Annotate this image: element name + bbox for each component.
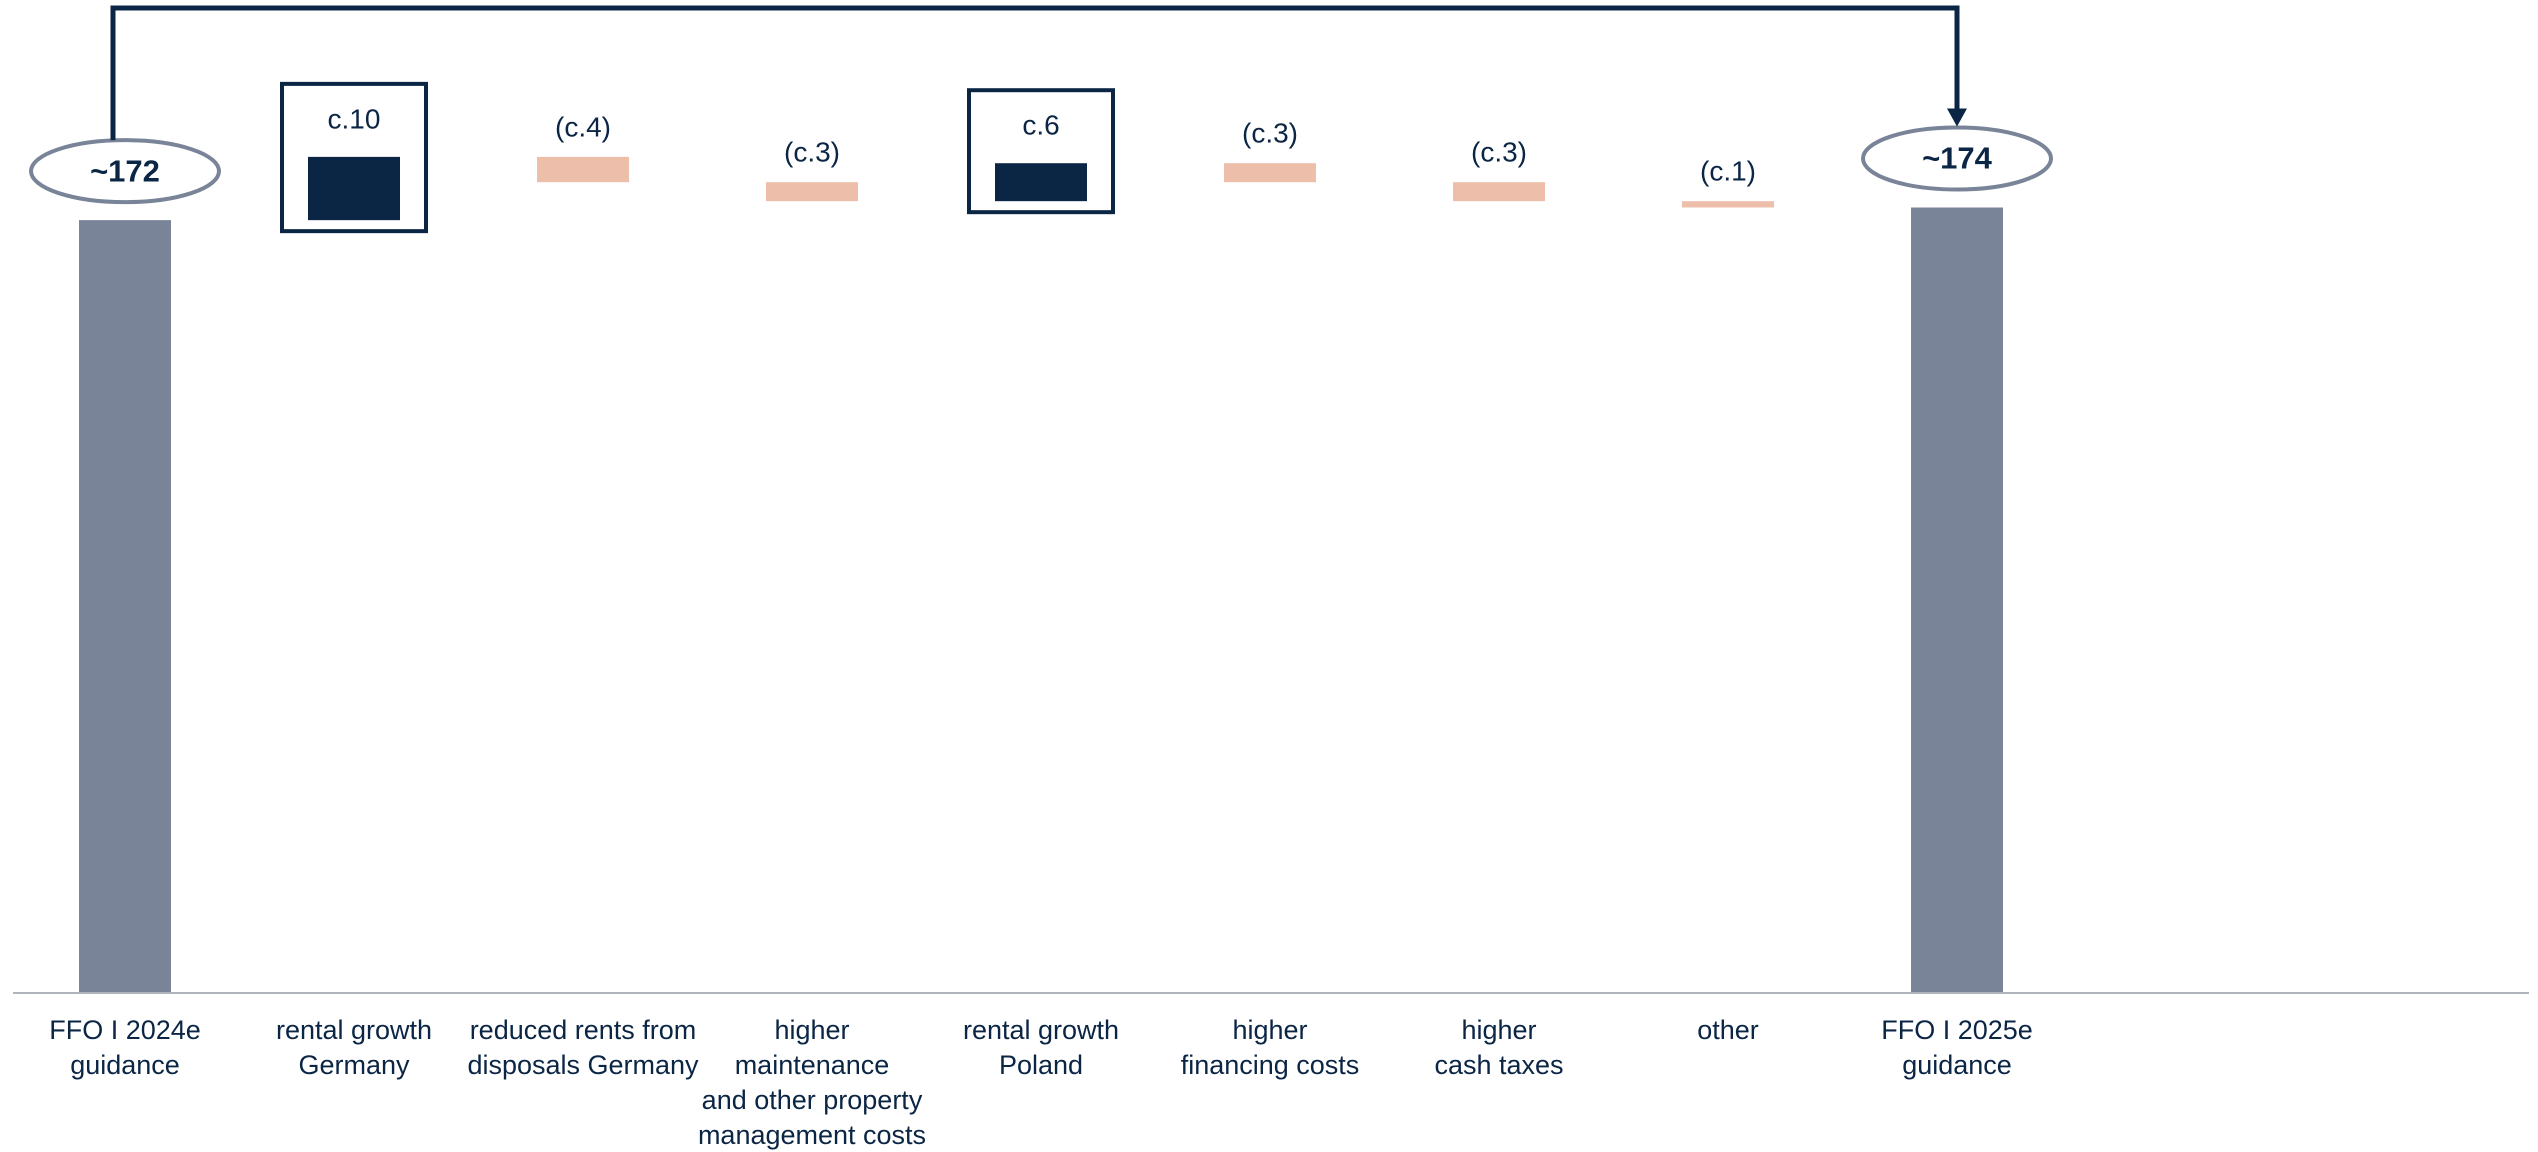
value-label: (c.3) (1471, 137, 1527, 168)
bar (537, 156, 629, 183)
bar (766, 182, 858, 202)
x-tick-label: higher financing costs (1180, 1015, 1360, 1080)
value-label: ~172 (90, 153, 160, 188)
total-ellipse (29, 138, 221, 205)
bar (1453, 182, 1545, 202)
x-tick-label: rental growth Germany (275, 1015, 433, 1080)
x-tick-label: reduced rents from disposals Germany (467, 1015, 699, 1080)
value-label: (c.1) (1700, 156, 1756, 187)
arrow-head (1947, 108, 1967, 127)
arrow (110, 5, 1960, 141)
x-tick-label: higher maintenance and other property ma… (697, 1015, 927, 1150)
bar (1911, 207, 2003, 992)
value-label: c.10 (328, 103, 381, 134)
value-label: (c.4) (555, 111, 611, 142)
x-tick-label: FFO I 2024e guidance (49, 1015, 201, 1080)
value-label: (c.3) (1242, 118, 1298, 149)
total-ellipse (1861, 125, 2053, 192)
x-tick-label: other (1697, 1015, 1759, 1045)
value-label: c.6 (1022, 110, 1059, 141)
value-label: (c.3) (784, 137, 840, 168)
value-label: ~174 (1922, 141, 1993, 176)
highlight-box (280, 81, 428, 234)
bar (995, 163, 1087, 202)
x-tick-label: rental growth Poland (962, 1015, 1120, 1080)
x-tick-label: higher cash taxes (1434, 1015, 1564, 1080)
highlight-box (967, 88, 1115, 215)
x-tick-label: FFO I 2025e guidance (1881, 1015, 2033, 1080)
bar (308, 156, 400, 221)
bar (79, 220, 171, 992)
bar (1224, 163, 1316, 183)
bar (1682, 201, 1774, 208)
